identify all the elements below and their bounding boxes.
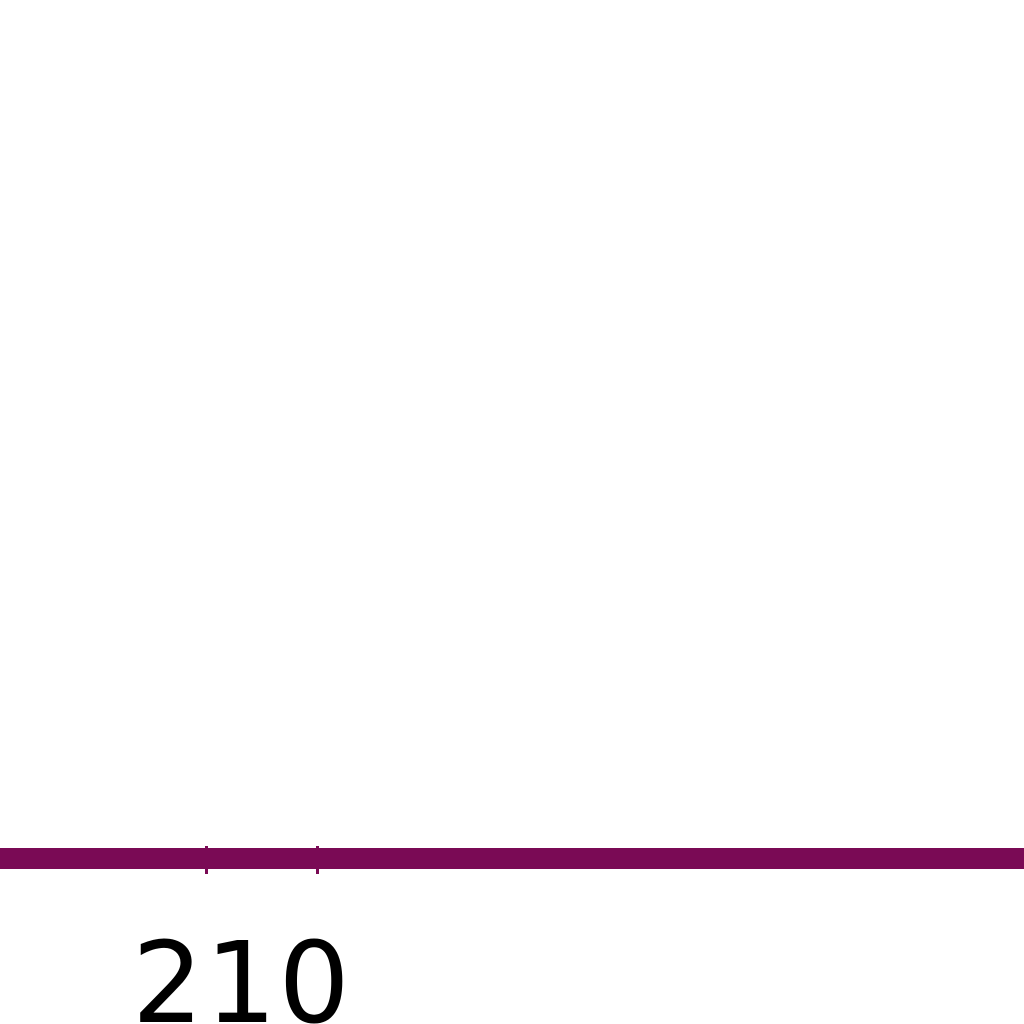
value-label: 210 [132, 919, 352, 1024]
tick-mark [316, 846, 319, 874]
track-bar [0, 848, 1024, 869]
tick-mark [205, 846, 208, 874]
